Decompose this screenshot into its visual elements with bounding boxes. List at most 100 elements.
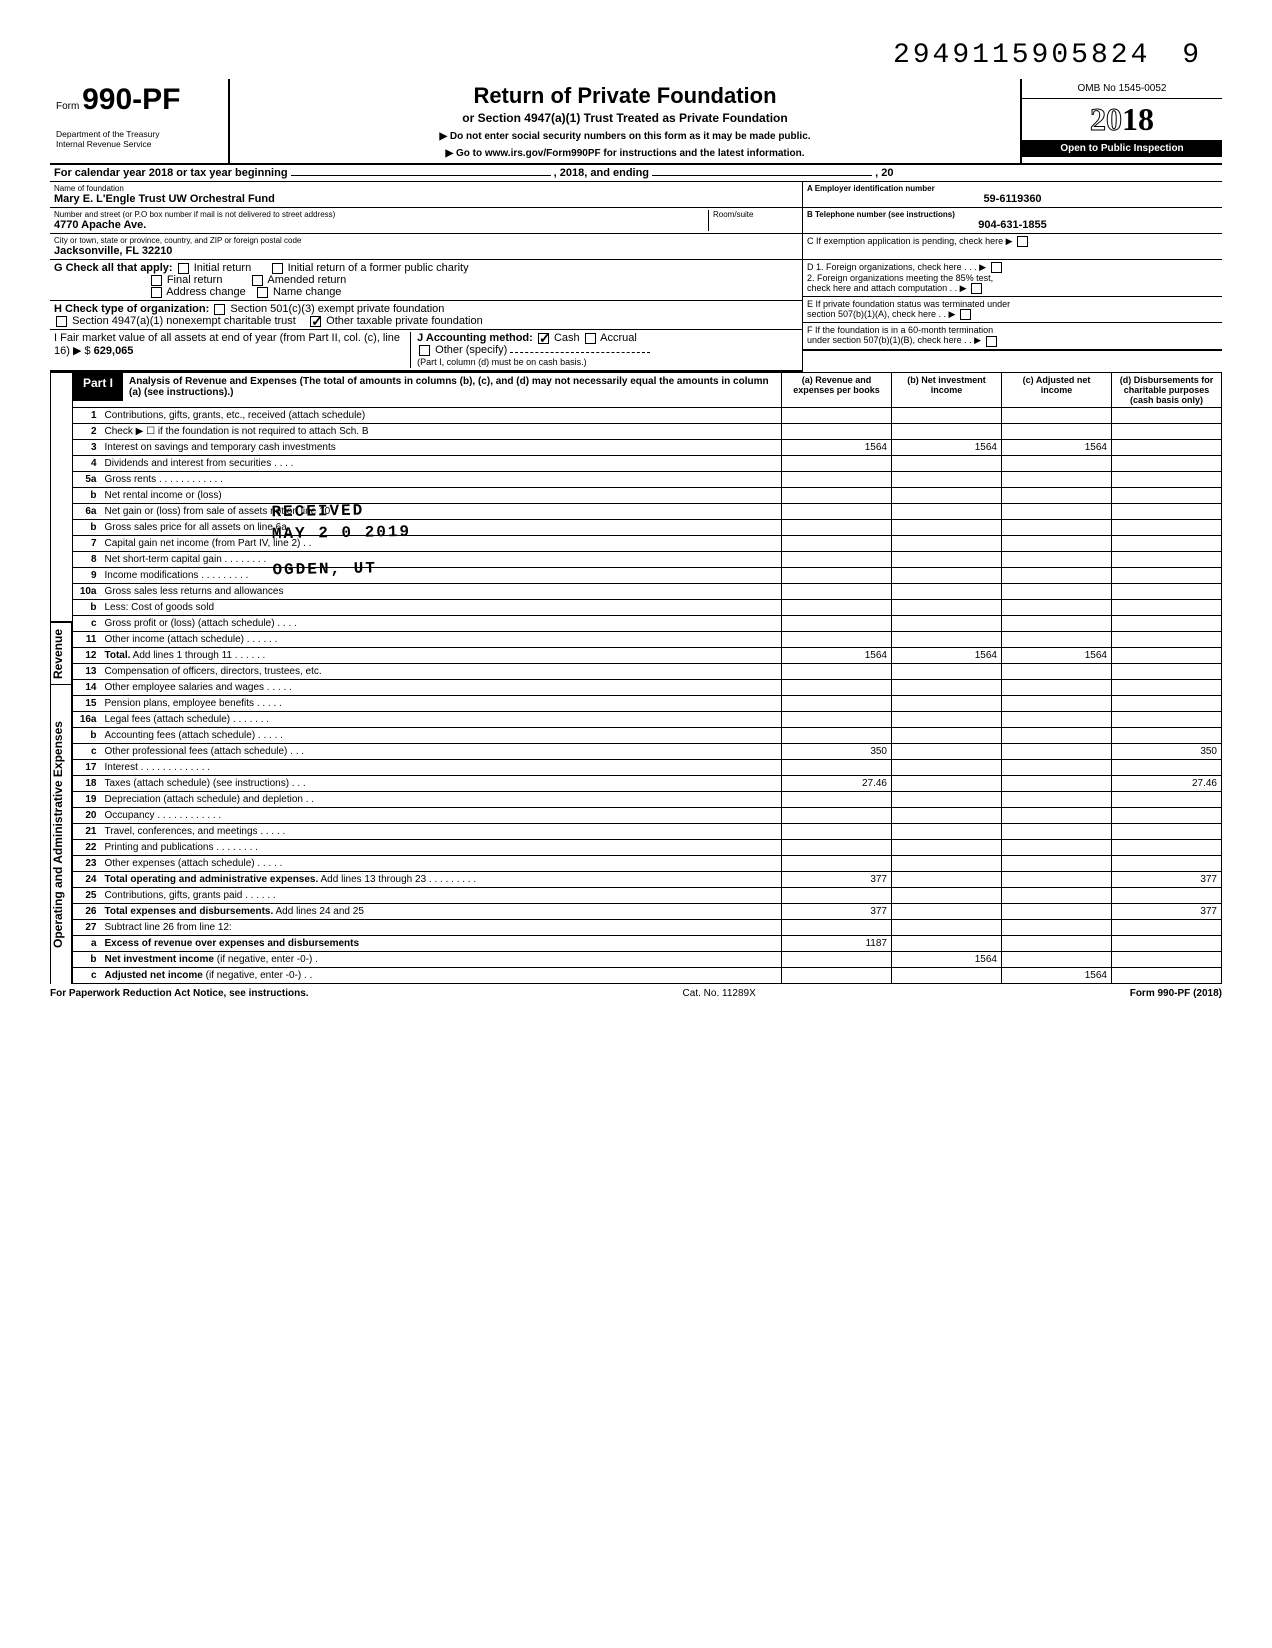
year-outline: 20 bbox=[1090, 101, 1122, 137]
table-row: 16aLegal fees (attach schedule) . . . . … bbox=[73, 712, 1222, 728]
stamp-date: MAY 2 0 2019 bbox=[272, 523, 412, 543]
table-row: cGross profit or (loss) (attach schedule… bbox=[73, 616, 1222, 632]
form-prefix: Form bbox=[56, 101, 79, 112]
line-ij: I Fair market value of all assets at end… bbox=[50, 330, 802, 372]
table-row: 22Printing and publications . . . . . . … bbox=[73, 840, 1222, 856]
opt-amended: Amended return bbox=[267, 274, 346, 286]
foundation-addr: 4770 Apache Ave. bbox=[54, 219, 708, 231]
table-row: bAccounting fees (attach schedule) . . .… bbox=[73, 728, 1222, 744]
part1-container: Revenue Operating and Administrative Exp… bbox=[50, 372, 1222, 984]
table-row: bGross sales price for all assets on lin… bbox=[73, 520, 1222, 536]
table-row: 8Net short-term capital gain . . . . . .… bbox=[73, 552, 1222, 568]
table-row: aExcess of revenue over expenses and dis… bbox=[73, 936, 1222, 952]
name-label: Name of foundation bbox=[54, 184, 798, 193]
table-row: 23Other expenses (attach schedule) . . .… bbox=[73, 856, 1222, 872]
table-row: 11Other income (attach schedule) . . . .… bbox=[73, 632, 1222, 648]
table-row: bNet rental income or (loss) bbox=[73, 488, 1222, 504]
opt-final: Final return bbox=[167, 274, 223, 286]
header-left: Form 990-PF Department of the Treasury I… bbox=[50, 79, 230, 163]
col-a: (a) Revenue and expenses per books bbox=[782, 373, 892, 408]
chk-other-method[interactable] bbox=[419, 345, 430, 356]
chk-namechange[interactable] bbox=[257, 287, 268, 298]
footer-left: For Paperwork Reduction Act Notice, see … bbox=[50, 988, 309, 999]
part1-title: Analysis of Revenue and Expenses bbox=[129, 376, 297, 387]
ein-value: 59-6119360 bbox=[807, 193, 1218, 205]
box-e2: section 507(b)(1)(A), check here . . ▶ bbox=[807, 309, 955, 319]
box-d2b: check here and attach computation . . ▶ bbox=[807, 283, 967, 293]
form-title: Return of Private Foundation bbox=[238, 83, 1012, 109]
stamp-received: RECEIVED bbox=[271, 501, 411, 521]
box-d2a: 2. Foreign organizations meeting the 85%… bbox=[807, 273, 1218, 283]
h-opt2: Section 4947(a)(1) nonexempt charitable … bbox=[72, 315, 296, 327]
ein-label: A Employer identification number bbox=[807, 184, 1218, 193]
info-block: Name of foundation Mary E. L'Engle Trust… bbox=[50, 182, 1222, 372]
form-number: 990-PF bbox=[82, 83, 180, 116]
cal-mid: , 2018, and ending bbox=[554, 167, 649, 179]
chk-f[interactable] bbox=[986, 336, 997, 347]
line-g: G Check all that apply: Initial return I… bbox=[50, 260, 802, 301]
box-e1: E If private foundation status was termi… bbox=[807, 299, 1218, 309]
received-stamp: RECEIVED MAY 2 0 2019 OGDEN, UT bbox=[271, 501, 412, 579]
col-c: (c) Adjusted net income bbox=[1002, 373, 1112, 408]
chk-d1[interactable] bbox=[991, 262, 1002, 273]
foundation-name: Mary E. L'Engle Trust UW Orchestral Fund bbox=[54, 193, 798, 205]
chk-initial-former[interactable] bbox=[272, 263, 283, 274]
table-row: 6aNet gain or (loss) from sale of assets… bbox=[73, 504, 1222, 520]
chk-initial-return[interactable] bbox=[178, 263, 189, 274]
box-f1: F If the foundation is in a 60-month ter… bbox=[807, 325, 1218, 335]
footer: For Paperwork Reduction Act Notice, see … bbox=[50, 988, 1222, 999]
table-row: 20Occupancy . . . . . . . . . . . . bbox=[73, 808, 1222, 824]
phone-label: B Telephone number (see instructions) bbox=[807, 210, 1218, 219]
open-inspection: Open to Public Inspection bbox=[1022, 140, 1222, 157]
table-row: 18Taxes (attach schedule) (see instructi… bbox=[73, 776, 1222, 792]
cal-end: , 20 bbox=[875, 167, 893, 179]
city-label: City or town, state or province, country… bbox=[54, 236, 798, 245]
j-note: (Part I, column (d) must be on cash basi… bbox=[417, 357, 587, 367]
table-row: 17Interest . . . . . . . . . . . . . bbox=[73, 760, 1222, 776]
header-right: OMB No 1545-0052 2018 Open to Public Ins… bbox=[1022, 79, 1222, 163]
part1-table: Part I Analysis of Revenue and Expenses … bbox=[72, 372, 1222, 984]
chk-accrual[interactable] bbox=[585, 333, 596, 344]
j-label: J Accounting method: bbox=[417, 332, 533, 344]
table-row: 9Income modifications . . . . . . . . . bbox=[73, 568, 1222, 584]
col-d: (d) Disbursements for charitable purpose… bbox=[1112, 373, 1222, 408]
form-note1: ▶ Do not enter social security numbers o… bbox=[238, 131, 1012, 142]
table-row: 10aGross sales less returns and allowanc… bbox=[73, 584, 1222, 600]
table-row: cAdjusted net income (if negative, enter… bbox=[73, 968, 1222, 984]
chk-other-taxable[interactable] bbox=[310, 316, 321, 327]
g-label: G Check all that apply: bbox=[54, 262, 173, 274]
table-row: 3Interest on savings and temporary cash … bbox=[73, 440, 1222, 456]
box-f2: under section 507(b)(1)(B), check here .… bbox=[807, 335, 981, 345]
col-b: (b) Net investment income bbox=[892, 373, 1002, 408]
footer-right: Form 990-PF (2018) bbox=[1130, 988, 1222, 999]
h-label: H Check type of organization: bbox=[54, 303, 209, 315]
chk-4947[interactable] bbox=[56, 316, 67, 327]
box-d1: D 1. Foreign organizations, check here .… bbox=[807, 262, 986, 272]
j-accrual: Accrual bbox=[600, 332, 637, 344]
form-header: Form 990-PF Department of the Treasury I… bbox=[50, 79, 1222, 165]
table-row: bLess: Cost of goods sold bbox=[73, 600, 1222, 616]
chk-c[interactable] bbox=[1017, 236, 1028, 247]
chk-e[interactable] bbox=[960, 309, 971, 320]
chk-addresschange[interactable] bbox=[151, 287, 162, 298]
dln-number: 2949115905824 bbox=[893, 40, 1150, 71]
dept-irs: Internal Revenue Service bbox=[56, 139, 222, 149]
i-value: 629,065 bbox=[94, 345, 134, 357]
table-row: 25Contributions, gifts, grants paid . . … bbox=[73, 888, 1222, 904]
addr-label: Number and street (or P.O box number if … bbox=[54, 210, 708, 219]
header-center: Return of Private Foundation or Section … bbox=[230, 79, 1022, 163]
table-row: 26Total expenses and disbursements. Add … bbox=[73, 904, 1222, 920]
box-c: C If exemption application is pending, c… bbox=[807, 236, 1013, 246]
footer-mid: Cat. No. 11289X bbox=[683, 988, 756, 999]
opt-addr: Address change bbox=[166, 286, 246, 298]
chk-501c3[interactable] bbox=[214, 304, 225, 315]
line-h: H Check type of organization: Section 50… bbox=[50, 301, 802, 330]
cal-begin: For calendar year 2018 or tax year begin… bbox=[54, 167, 288, 179]
omb-number: OMB No 1545-0052 bbox=[1022, 79, 1222, 99]
chk-cash[interactable] bbox=[538, 333, 549, 344]
chk-amended[interactable] bbox=[252, 275, 263, 286]
calendar-row: For calendar year 2018 or tax year begin… bbox=[50, 165, 1222, 182]
table-row: 1Contributions, gifts, grants, etc., rec… bbox=[73, 408, 1222, 424]
chk-d2[interactable] bbox=[971, 283, 982, 294]
chk-final[interactable] bbox=[151, 275, 162, 286]
